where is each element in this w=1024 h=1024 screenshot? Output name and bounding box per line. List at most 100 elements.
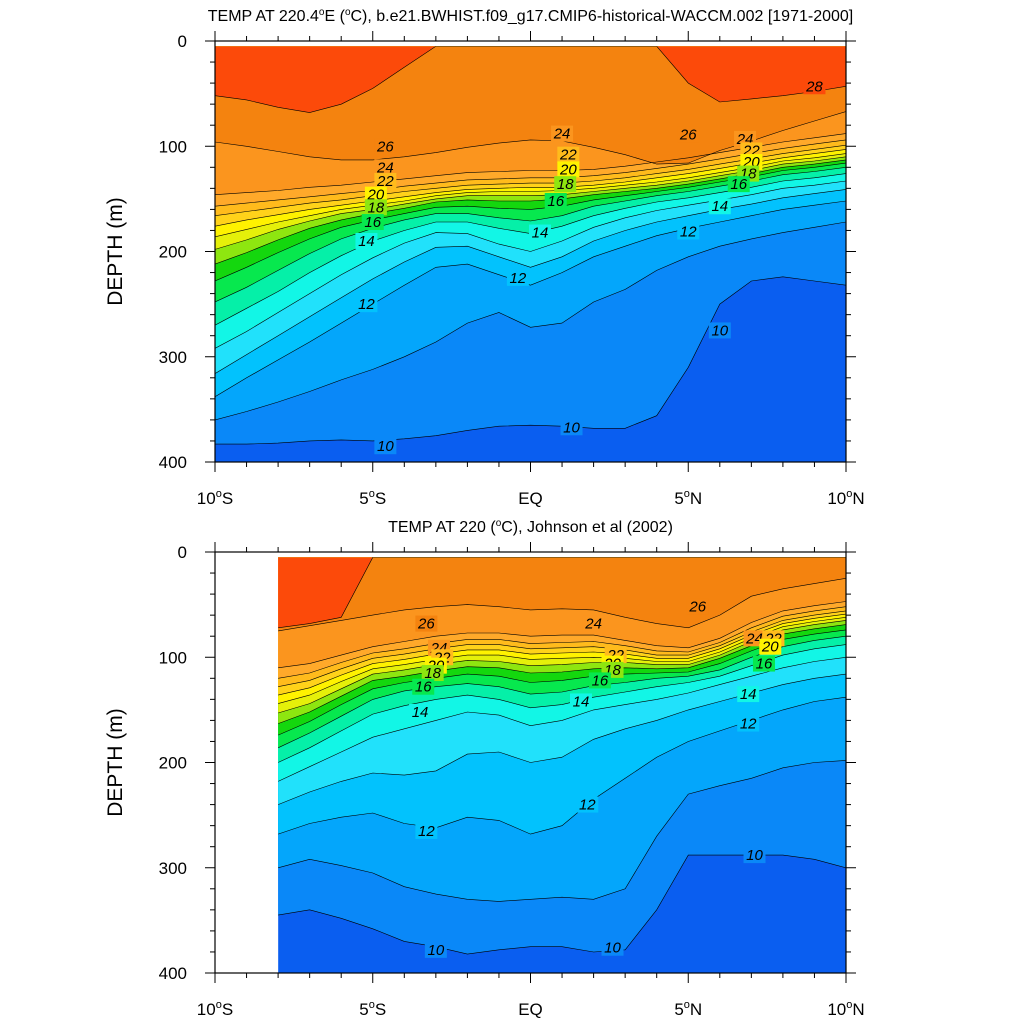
x-tick-label: EQ (518, 489, 543, 508)
contour-label: 26 (679, 127, 697, 144)
x-tick-label: EQ (518, 1000, 543, 1019)
contour-fills (278, 557, 847, 973)
contour-label-bg (743, 847, 766, 864)
ticks (205, 31, 856, 472)
contour-label: 14 (412, 704, 429, 721)
isotherm-17 (278, 629, 847, 736)
contour-label-bg (708, 322, 731, 339)
y-tick-label: 100 (159, 648, 187, 667)
contour-label-bg (355, 232, 378, 249)
isotherm-15 (278, 644, 847, 763)
ticks (205, 542, 856, 983)
contour-label-bg (361, 214, 384, 231)
contour-label-bg (554, 176, 577, 193)
contour-label-bg (560, 419, 583, 436)
contour-label: 18 (368, 199, 385, 216)
isotherm-14 (215, 180, 846, 349)
contour-label: 18 (557, 176, 574, 193)
contour-label: 10 (711, 322, 728, 339)
contour-label-bg (355, 296, 378, 313)
contour-label: 16 (415, 679, 432, 696)
isotherm-13 (215, 189, 846, 374)
contour-label: 24 (584, 616, 602, 633)
contour-label: 12 (418, 823, 435, 840)
x-tick-label: 10oS (197, 999, 233, 1019)
panel-observations: 2624222018161412102422201816141210262422… (104, 518, 865, 1019)
contour-label-bg (544, 192, 567, 209)
x-tick-label: 10oN (827, 488, 864, 508)
y-tick-label: 200 (159, 243, 187, 262)
x-tick-label: 5oN (674, 999, 702, 1019)
contour-label: 10 (746, 847, 763, 864)
contour-label: 10 (428, 942, 445, 959)
contour-label: 14 (358, 233, 375, 250)
contour-label: 16 (756, 656, 773, 673)
contour-label-bg (803, 78, 826, 95)
contour-label-bg (601, 939, 624, 956)
contour-label: 14 (532, 225, 549, 242)
contour-label-bg (588, 672, 611, 689)
contour-label-bg (759, 638, 782, 655)
x-tick-label: 10oS (197, 488, 233, 508)
contour-label-bg (412, 678, 435, 695)
y-axis-label: DEPTH (m) (104, 708, 127, 817)
contour-label-bg (374, 138, 397, 155)
contour-label-bg (424, 941, 447, 958)
contour-label-bg (569, 693, 592, 710)
contour-label-bg (737, 686, 760, 703)
y-tick-label: 400 (159, 453, 187, 472)
contour-label: 18 (424, 665, 441, 682)
contour-label: 26 (417, 616, 435, 633)
y-tick-label: 100 (159, 137, 187, 156)
contour-label: 12 (740, 716, 757, 733)
contour-label: 26 (688, 599, 706, 616)
contour-label: 16 (592, 672, 609, 689)
contour-label-bg (421, 665, 444, 682)
band-above-28 (278, 557, 847, 628)
contour-label-bg (415, 822, 438, 839)
contour-label: 22 (376, 173, 394, 190)
y-tick-label: 0 (178, 543, 187, 562)
isotherm-14 (278, 657, 847, 782)
contour-label: 16 (364, 214, 381, 231)
contour-label: 24 (745, 630, 763, 647)
x-tick-label: 5oN (674, 488, 702, 508)
isotherm-10 (215, 276, 846, 445)
y-tick-label: 300 (159, 348, 187, 367)
contour-label: 28 (805, 78, 823, 95)
contour-label: 14 (740, 686, 757, 703)
contour-label-bg (557, 146, 580, 163)
contour-label-bg (737, 715, 760, 732)
contour-label: 24 (376, 159, 394, 176)
contour-label-bg (506, 269, 529, 286)
contour-label-bg (374, 172, 397, 189)
isotherm-11 (215, 221, 846, 421)
isotherm-11 (278, 760, 847, 902)
y-tick-label: 0 (178, 32, 187, 51)
contour-label-bg (708, 198, 731, 215)
contour-label: 26 (376, 138, 394, 155)
isotherm-26 (278, 578, 847, 632)
y-axis-label: DEPTH (m) (104, 197, 127, 306)
chart-title: TEMP AT 220.4oE (oC), b.e21.BWHIST.f09_g… (208, 7, 853, 25)
isotherm-16 (278, 635, 847, 749)
y-tick-label: 300 (159, 859, 187, 878)
contour-label-bg (551, 125, 574, 142)
contour-label-bg (557, 161, 580, 178)
contour-label: 10 (563, 419, 580, 436)
contour-label: 22 (559, 147, 577, 164)
contour-label-bg (752, 655, 775, 672)
contour-label: 10 (377, 438, 394, 455)
panel-model: 2624222018161412102422201816141210261214… (104, 7, 865, 508)
contour-fills (215, 46, 846, 462)
contour-label: 16 (547, 193, 564, 210)
contour-label: 14 (711, 198, 728, 215)
contour-label: 14 (573, 693, 590, 710)
contour-label-bg (409, 703, 432, 720)
contour-label-bg (576, 796, 599, 813)
isotherm-24 (278, 601, 847, 669)
contour-label-bg (374, 159, 397, 176)
contour-label: 24 (553, 126, 571, 143)
contour-labels: 2624222018161412102422201816141210261214… (355, 78, 826, 455)
